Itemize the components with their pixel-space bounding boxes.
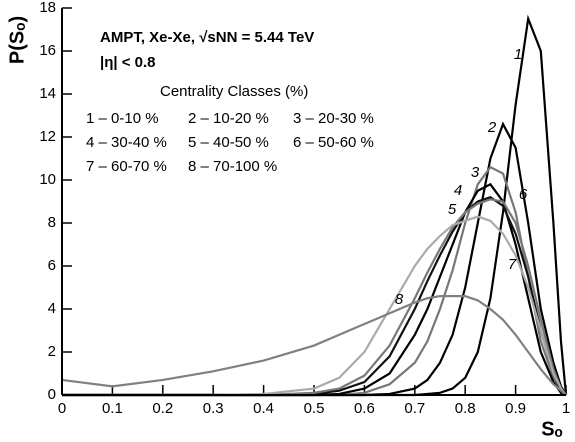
x-tick-label: 0.5 (304, 400, 325, 417)
series-label: 8 (395, 291, 404, 308)
legend-entry: 8 – 70-100 % (188, 158, 277, 175)
y-tick-label: 12 (39, 128, 56, 145)
line (61, 295, 567, 396)
x-tick-label: 0.8 (455, 400, 476, 417)
y-tick-label: 10 (39, 171, 56, 188)
x-tick-label: 1 (562, 400, 570, 417)
x-tick-label: 0.4 (253, 400, 274, 417)
series-label: 2 (487, 119, 497, 136)
x-tick-label: 0.6 (354, 400, 375, 417)
legend-entry: 2 – 10-20 % (188, 110, 269, 127)
x-tick-label: 0.1 (102, 400, 123, 417)
annotation: AMPT, Xe-Xe, √sNN = 5.44 TeV (100, 29, 314, 46)
series-label: 3 (471, 164, 480, 181)
x-tick-label: 0.7 (404, 400, 425, 417)
x-axis-label: Sₒ (541, 418, 563, 440)
series-label: 4 (454, 182, 462, 199)
series-label: 5 (448, 201, 457, 218)
line (62, 165, 567, 397)
y-tick-label: 4 (48, 300, 56, 317)
x-tick-label: 0 (58, 400, 66, 417)
legend-entry: 4 – 30-40 % (86, 134, 167, 151)
y-tick-label: 18 (39, 0, 56, 16)
line (62, 215, 567, 397)
y-tick-label: 8 (48, 214, 56, 231)
legend-entry: 6 – 50-60 % (293, 134, 374, 151)
x-tick-label: 0.9 (505, 400, 526, 417)
y-axis-label: P(Sₒ) (6, 16, 28, 64)
series-label: 6 (519, 186, 528, 203)
annotation: |η| < 0.8 (100, 54, 156, 71)
y-tick-label: 0 (48, 386, 56, 403)
y-tick-label: 16 (39, 42, 56, 59)
series-label: 1 (514, 46, 522, 63)
y-tick-label: 6 (48, 257, 56, 274)
line (62, 14, 568, 397)
legend-entry: 7 – 60-70 % (86, 158, 167, 175)
y-tick-label: 14 (39, 85, 56, 102)
legend-entry: 3 – 20-30 % (293, 110, 374, 127)
y-tick-label: 2 (48, 343, 56, 360)
legend-entry: 5 – 40-50 % (188, 134, 269, 151)
line (62, 182, 567, 397)
x-tick-label: 0.2 (152, 400, 173, 417)
legend-entry: 1 – 0-10 % (86, 110, 159, 127)
annotation: Centrality Classes (%) (160, 83, 308, 100)
series-label: 7 (508, 256, 517, 273)
x-tick-label: 0.3 (203, 400, 224, 417)
